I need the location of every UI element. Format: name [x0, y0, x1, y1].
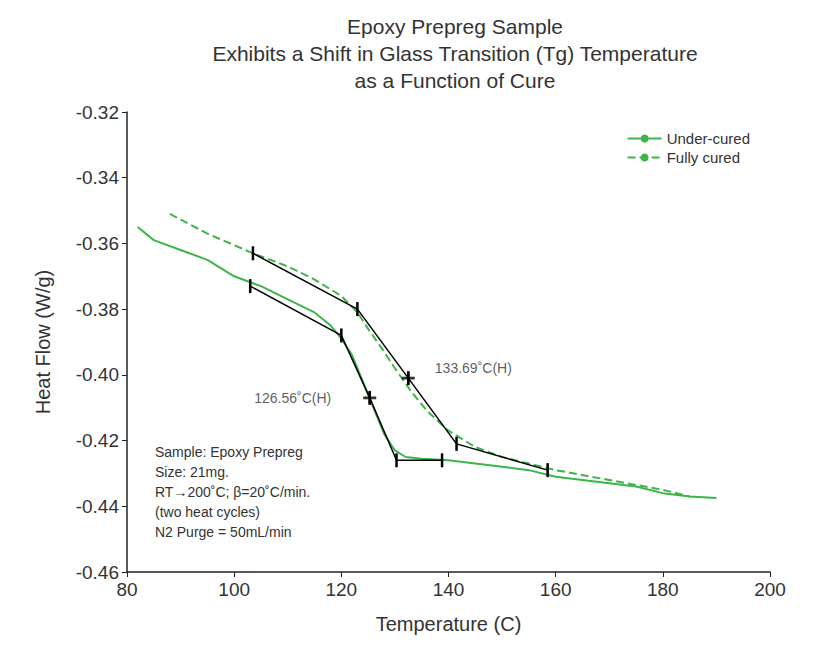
svg-text:(two heat cycles): (two heat cycles)	[155, 504, 260, 520]
svg-text:180: 180	[647, 579, 679, 600]
svg-text:Exhibits a Shift in Glass Tran: Exhibits a Shift in Glass Transition (Tg…	[212, 42, 697, 65]
svg-text:-0.42: -0.42	[76, 430, 119, 451]
svg-text:80: 80	[116, 579, 137, 600]
svg-text:120: 120	[325, 579, 357, 600]
svg-text:-0.32: -0.32	[76, 102, 119, 123]
svg-text:-0.34: -0.34	[76, 167, 120, 188]
svg-text:N2 Purge = 50mL/min: N2 Purge = 50mL/min	[155, 524, 292, 540]
svg-text:Size: 21mg.: Size: 21mg.	[155, 464, 229, 480]
svg-text:Epoxy Prepreg Sample: Epoxy Prepreg Sample	[347, 15, 563, 38]
svg-text:Heat Flow (W/g): Heat Flow (W/g)	[32, 270, 54, 414]
svg-text:-0.40: -0.40	[76, 364, 119, 385]
svg-text:-0.44: -0.44	[76, 496, 120, 517]
svg-text:126.56˚C(H): 126.56˚C(H)	[254, 390, 331, 406]
svg-text:133.69˚C(H): 133.69˚C(H)	[435, 360, 512, 376]
svg-text:Under-cured: Under-cured	[667, 130, 750, 147]
svg-text:140: 140	[433, 579, 465, 600]
svg-text:-0.36: -0.36	[76, 233, 119, 254]
svg-text:-0.38: -0.38	[76, 299, 119, 320]
svg-text:RT→200˚C; β=20˚C/min.: RT→200˚C; β=20˚C/min.	[155, 484, 310, 500]
svg-text:as a Function of Cure: as a Function of Cure	[355, 69, 556, 92]
svg-text:200: 200	[754, 579, 786, 600]
svg-text:160: 160	[540, 579, 572, 600]
svg-text:100: 100	[218, 579, 250, 600]
svg-text:Sample: Epoxy Prepreg: Sample: Epoxy Prepreg	[155, 444, 303, 460]
svg-text:Temperature (C): Temperature (C)	[376, 613, 522, 635]
svg-text:Fully cured: Fully cured	[667, 149, 740, 166]
svg-text:-0.46: -0.46	[76, 562, 119, 583]
